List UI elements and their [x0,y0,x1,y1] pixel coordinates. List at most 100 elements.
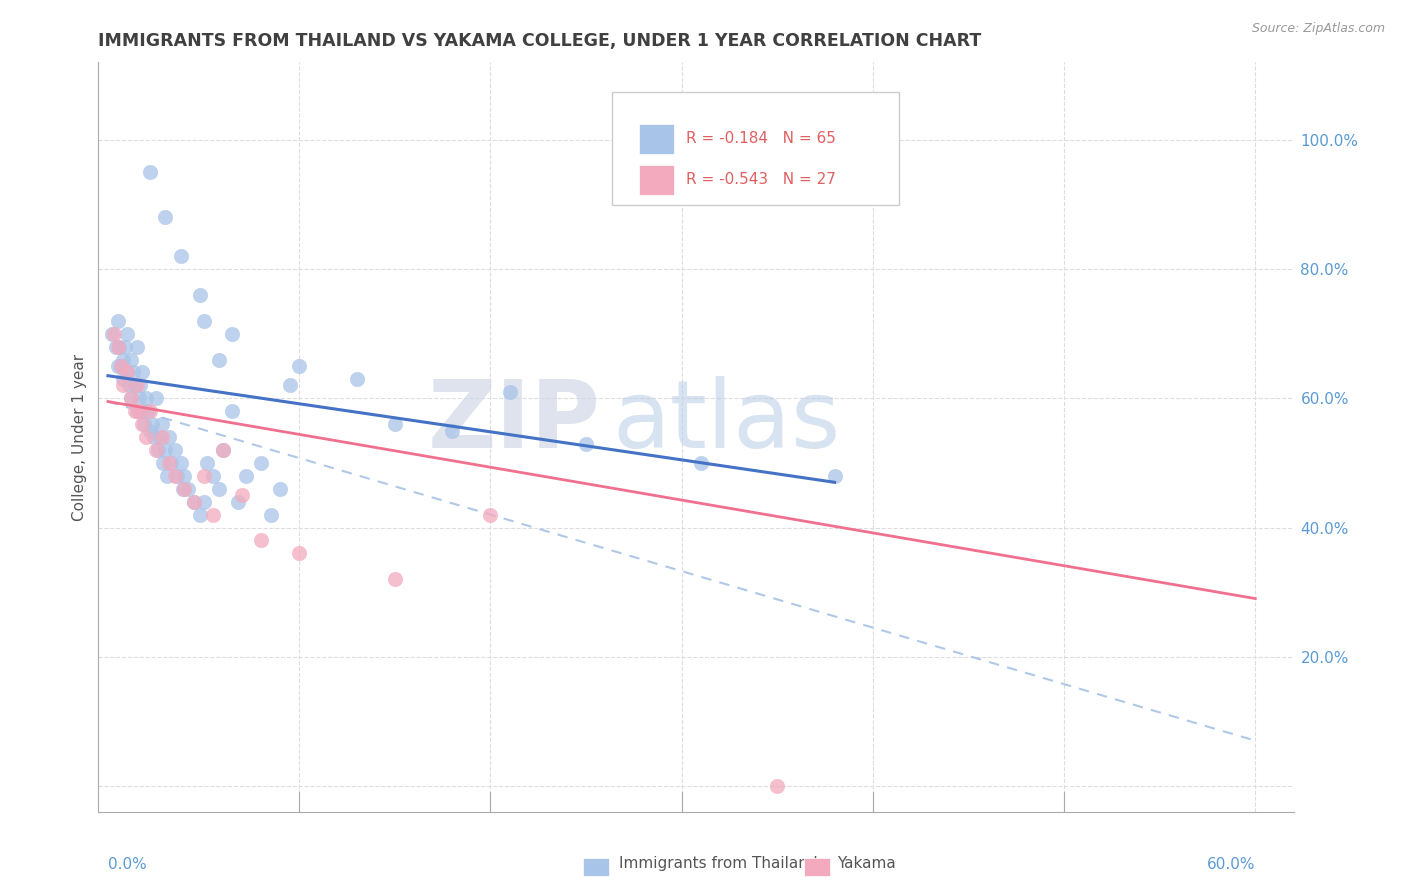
Point [193,314,215,328]
Point [128,404,150,418]
Point [824,468,846,483]
Point [131,404,153,418]
Point [288,546,311,560]
Point [107,359,129,373]
Point [250,456,273,470]
Point [125,340,148,354]
Point [188,288,211,302]
Point [108,340,131,354]
Text: 0.0%: 0.0% [108,856,146,871]
Point [115,326,138,341]
Point [125,404,148,418]
Point [104,340,127,354]
Point [172,482,194,496]
Point [157,456,180,470]
Point [288,359,311,373]
Point [221,326,243,341]
Point [384,572,406,586]
Point [145,392,167,406]
Text: R = -0.184   N = 65: R = -0.184 N = 65 [686,131,837,146]
Y-axis label: College, Under 1 year: College, Under 1 year [72,353,87,521]
Bar [638,124,675,153]
Point [208,482,231,496]
Text: Source: ZipAtlas.com: Source: ZipAtlas.com [1251,22,1385,36]
Point [166,468,188,483]
Point [221,404,243,418]
Point [124,378,146,392]
Point [278,378,301,392]
Point [118,378,141,392]
Point [114,340,136,354]
Point [384,417,406,432]
Point [157,430,180,444]
Point [145,442,167,457]
Point [120,352,142,367]
Point [101,326,124,341]
Point [139,424,162,438]
Point [110,359,132,373]
Point [173,482,195,496]
Point [120,392,142,406]
Point [169,249,191,263]
Point [135,430,157,444]
Point [169,456,191,470]
Point [160,456,183,470]
Point [128,392,150,406]
Text: 60.0%: 60.0% [1206,856,1256,871]
Point [202,508,225,522]
Point [124,404,146,418]
Text: IMMIGRANTS FROM THAILAND VS YAKAMA COLLEGE, UNDER 1 YEAR CORRELATION CHART: IMMIGRANTS FROM THAILAND VS YAKAMA COLLE… [98,32,981,50]
Text: Yakama: Yakama [837,856,896,871]
Point [250,533,273,548]
Point [120,392,142,406]
Text: atlas: atlas [613,376,841,468]
Point [103,326,125,341]
Point [193,468,215,483]
Point [156,468,179,483]
Point [269,482,291,496]
Point [183,494,205,508]
Point [183,494,205,508]
Point [163,442,186,457]
Point [235,468,257,483]
Point [149,430,172,444]
Point [152,456,174,470]
Point [766,779,789,793]
Point [575,436,598,450]
Point [139,404,162,418]
Bar [638,165,675,194]
Point [155,211,177,225]
Point [131,417,153,432]
Point [231,488,253,502]
Point [226,494,249,508]
Point [112,372,135,386]
Point [346,372,368,386]
Point [155,442,177,457]
Point [139,165,162,179]
Point [479,508,502,522]
Point [121,366,143,380]
Point [125,378,148,392]
Point [110,359,132,373]
Point [689,456,711,470]
Point [136,404,159,418]
Point [259,508,281,522]
Point [441,424,464,438]
Point [107,314,129,328]
Point [498,384,520,399]
Point [115,366,138,380]
Point [131,366,153,380]
Point [193,494,215,508]
Point [135,392,157,406]
FancyBboxPatch shape [613,93,900,205]
Point [173,468,195,483]
Point [208,352,231,367]
Point [211,442,233,457]
Point [163,468,186,483]
Point [115,366,138,380]
Point [211,442,233,457]
Point [129,378,152,392]
Point [134,417,156,432]
Point [202,468,225,483]
Point [188,508,211,522]
